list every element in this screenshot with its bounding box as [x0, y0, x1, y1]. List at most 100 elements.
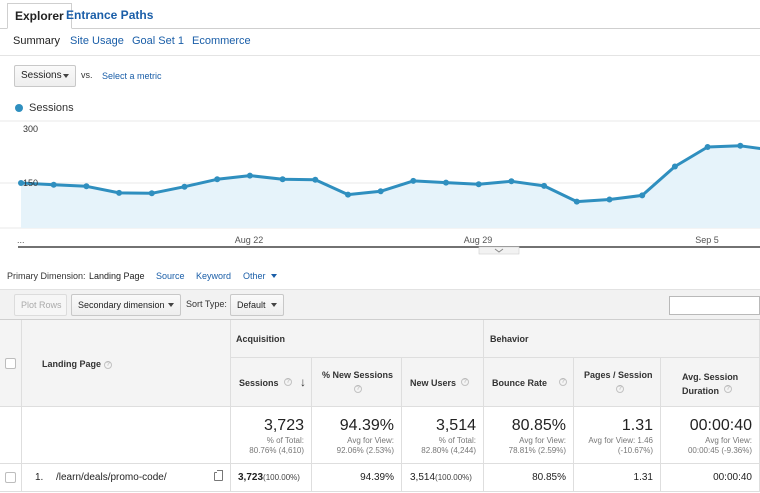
sessions-data-point[interactable] [443, 179, 449, 186]
sessions-data-point[interactable] [508, 178, 515, 185]
sessions-data-point[interactable] [345, 191, 351, 198]
metric-dropdown[interactable]: Sessions [14, 65, 76, 87]
select-all-checkbox[interactable] [5, 358, 16, 369]
tab-explorer[interactable]: Explorer [7, 3, 72, 29]
secondary-dimension-dropdown[interactable]: Secondary dimension [71, 294, 181, 316]
subtab-site-usage[interactable]: Site Usage [70, 35, 124, 47]
total-sessions: 3,723 % of Total: 80.76% (4,610) [231, 407, 312, 464]
sessions-data-point[interactable] [18, 180, 24, 186]
total-sessions-sub2: 80.76% (4,610) [249, 446, 304, 455]
column-header-pct-new-sessions[interactable]: % New Sessions ? [312, 358, 402, 407]
dimension-landing-page[interactable]: Landing Page [89, 271, 145, 281]
plot-rows-button[interactable]: Plot Rows [14, 294, 67, 316]
total-duration-value: 00:00:40 [689, 417, 752, 434]
primary-dimension-bar: Primary Dimension: Landing Page Source K… [0, 267, 760, 287]
total-new-users-sub2: 82.80% (4,244) [421, 446, 476, 455]
table-search-input[interactable] [669, 296, 760, 315]
help-icon[interactable]: ? [559, 378, 567, 386]
sessions-data-point[interactable] [83, 183, 90, 190]
row-checkbox-cell [0, 464, 22, 492]
total-pages-sub2: (-10.67%) [617, 446, 653, 455]
row-duration-value: 00:00:40 [713, 472, 752, 483]
total-pages-sub1: Avg for View: 1.46 [588, 436, 653, 445]
column-header-new-users[interactable]: New Users ? [402, 358, 484, 407]
sessions-data-point[interactable] [737, 142, 744, 149]
chevron-down-icon [271, 274, 278, 278]
sessions-data-point[interactable] [410, 177, 417, 184]
column-header-sessions[interactable]: Sessions ? ↓ [231, 358, 312, 407]
total-avg-duration: 00:00:40 Avg for View: 00:00:45 (-9.36%) [661, 407, 760, 464]
sort-type-label: Sort Type: [186, 299, 227, 309]
landing-page-header-label: Landing Page [42, 359, 102, 369]
select-metric-link[interactable]: Select a metric [102, 71, 162, 81]
landing-page-link[interactable]: /learn/deals/promo-code/ [56, 472, 167, 483]
help-icon[interactable]: ? [461, 378, 469, 386]
column-header-pages-session[interactable]: Pages / Session ? [574, 358, 661, 407]
total-pct-new-sub2: 92.06% (2.53%) [336, 446, 394, 455]
total-bounce-sub1: Avg for View: [519, 436, 566, 445]
secondary-dimension-label: Secondary dimension [78, 300, 165, 310]
subtab-summary[interactable]: Summary [13, 35, 61, 47]
sessions-data-point[interactable] [148, 190, 155, 197]
row-pages-value: 1.31 [633, 472, 653, 483]
chart-resize-handle[interactable] [478, 246, 520, 255]
column-header-sessions-label: Sessions [239, 378, 279, 388]
dimension-other[interactable]: Other [243, 271, 278, 281]
sort-type-dropdown[interactable]: Default [230, 294, 284, 316]
chevron-down-icon [63, 74, 69, 78]
row-new-users-value: 3,514 [410, 472, 436, 483]
chevron-down-icon [271, 303, 277, 307]
column-header-bounce-label: Bounce Rate [492, 378, 548, 388]
column-header-bounce-rate[interactable]: Bounce Rate ? [484, 358, 574, 407]
sessions-data-point[interactable] [279, 176, 286, 183]
column-header-avg-duration[interactable]: Avg. Session Duration ? [661, 358, 760, 407]
column-header-duration-label: Avg. Session Duration [682, 372, 739, 396]
help-icon[interactable]: ? [284, 378, 292, 386]
help-icon[interactable]: ? [616, 385, 624, 393]
x-tick-label: ... [17, 235, 25, 245]
landing-page-header: Landing Page? [22, 320, 231, 407]
subtab-ecommerce[interactable]: Ecommerce [192, 35, 251, 47]
open-link-icon[interactable] [214, 470, 223, 481]
tab-entrance-paths[interactable]: Entrance Paths [66, 8, 154, 22]
help-icon[interactable]: ? [104, 360, 113, 369]
sessions-data-point[interactable] [541, 182, 548, 189]
sessions-data-point[interactable] [704, 144, 711, 150]
data-table: Landing Page? Acquisition Behavior Sessi… [0, 319, 760, 493]
column-header-new-users-label: New Users [410, 378, 457, 388]
sessions-data-point[interactable] [312, 176, 319, 183]
vs-label: vs. [81, 70, 93, 80]
sessions-data-point[interactable] [377, 188, 384, 195]
sessions-data-point[interactable] [639, 192, 646, 199]
sessions-data-point[interactable] [50, 181, 57, 188]
sessions-data-point[interactable] [475, 181, 482, 188]
sessions-data-point[interactable] [246, 172, 253, 179]
help-icon[interactable]: ? [724, 385, 732, 393]
dimension-keyword[interactable]: Keyword [196, 271, 232, 281]
dimension-other-label: Other [243, 271, 266, 281]
column-header-pct-new-label: % New Sessions [322, 370, 394, 380]
behavior-group-header: Behavior [484, 320, 760, 358]
sessions-data-point[interactable] [671, 163, 678, 170]
acquisition-group-label: Acquisition [236, 334, 285, 344]
sessions-data-point[interactable] [214, 176, 221, 183]
report-tabs: Explorer Entrance Paths [0, 0, 760, 29]
row-avg-duration: 00:00:40 [661, 464, 760, 492]
sort-descending-icon[interactable]: ↓ [300, 375, 306, 389]
metric-dropdown-value: Sessions [21, 70, 62, 81]
total-pct-new-sub1: Avg for View: [347, 436, 394, 445]
sessions-data-point[interactable] [606, 196, 613, 203]
sessions-line [20, 144, 760, 204]
sessions-data-point[interactable] [116, 189, 123, 196]
help-icon[interactable]: ? [354, 385, 362, 393]
row-new-users: 3,514(100.00%) [402, 464, 484, 492]
select-all-column [0, 320, 22, 407]
sessions-data-point[interactable] [573, 198, 580, 205]
total-sessions-sub1: % of Total: [266, 436, 304, 445]
row-pages-session: 1.31 [574, 464, 661, 492]
row-checkbox[interactable] [5, 472, 16, 483]
y-tick-label: 300 [23, 124, 38, 134]
sessions-data-point[interactable] [181, 183, 188, 190]
dimension-source[interactable]: Source [156, 271, 185, 281]
subtab-goal-set-1[interactable]: Goal Set 1 [132, 35, 184, 47]
